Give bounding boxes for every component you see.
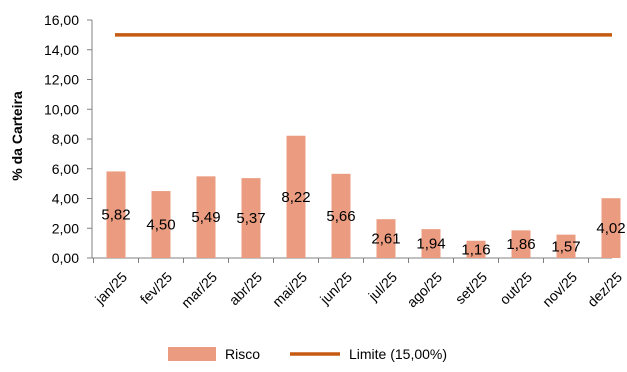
x-tick-label: set/25 [452, 269, 490, 307]
x-tick-label: ago/25 [404, 269, 446, 311]
x-tick-label: jan/25 [91, 269, 130, 308]
data-label: 1,86 [506, 236, 535, 253]
bar-nov/25 [556, 234, 576, 258]
bar-mar/25 [196, 176, 216, 258]
x-tick-label: fev/25 [137, 269, 175, 307]
y-tick-label: 16,00 [44, 12, 79, 28]
data-label: 5,37 [236, 210, 265, 227]
data-label: 1,16 [461, 241, 490, 258]
data-label: 5,66 [326, 208, 355, 225]
data-label: 1,57 [551, 238, 580, 255]
bar-abr/25 [241, 178, 261, 258]
data-label: 4,50 [146, 217, 175, 234]
bar-mai/25 [286, 135, 306, 258]
data-label: 2,61 [371, 231, 400, 248]
y-tick-label: 10,00 [44, 101, 79, 117]
data-label: 4,02 [596, 220, 625, 237]
bar-jun/25 [331, 173, 351, 258]
x-tick-label: abr/25 [226, 269, 266, 309]
y-tick-label: 8,00 [52, 131, 79, 147]
bar-dez/25 [601, 198, 621, 258]
data-label: 5,49 [191, 209, 220, 226]
legend-swatch-risco [168, 347, 216, 361]
data-label: 5,82 [101, 207, 130, 224]
x-tick-label: mar/25 [178, 269, 220, 311]
y-tick-label: 14,00 [44, 42, 79, 58]
x-tick-label: out/25 [496, 269, 535, 308]
y-tick-label: 12,00 [44, 72, 79, 88]
legend-label-risco: Risco [225, 346, 260, 362]
legend-label-limite: Limite (15,00%) [349, 346, 447, 362]
x-tick-label: dez/25 [584, 269, 625, 310]
data-label: 1,94 [416, 236, 445, 253]
bar-fev/25 [151, 191, 171, 258]
y-tick-label: 0,00 [52, 250, 79, 266]
x-tick-label: jun/25 [316, 269, 355, 308]
bar-jan/25 [106, 171, 126, 258]
x-tick-label: mai/25 [269, 269, 310, 310]
bar-out/25 [511, 230, 531, 258]
bar-set/25 [466, 240, 486, 258]
data-label: 8,22 [281, 189, 310, 206]
y-tick-label: 4,00 [52, 191, 79, 207]
x-tick-label: nov/25 [539, 269, 580, 310]
y-tick-label: 6,00 [52, 161, 79, 177]
y-tick-label: 2,00 [52, 220, 79, 236]
bar-jul/25 [376, 219, 396, 258]
bar-ago/25 [421, 229, 441, 258]
x-tick-label: jul/25 [364, 269, 400, 305]
y-axis-label: % da Carteira [9, 91, 25, 181]
